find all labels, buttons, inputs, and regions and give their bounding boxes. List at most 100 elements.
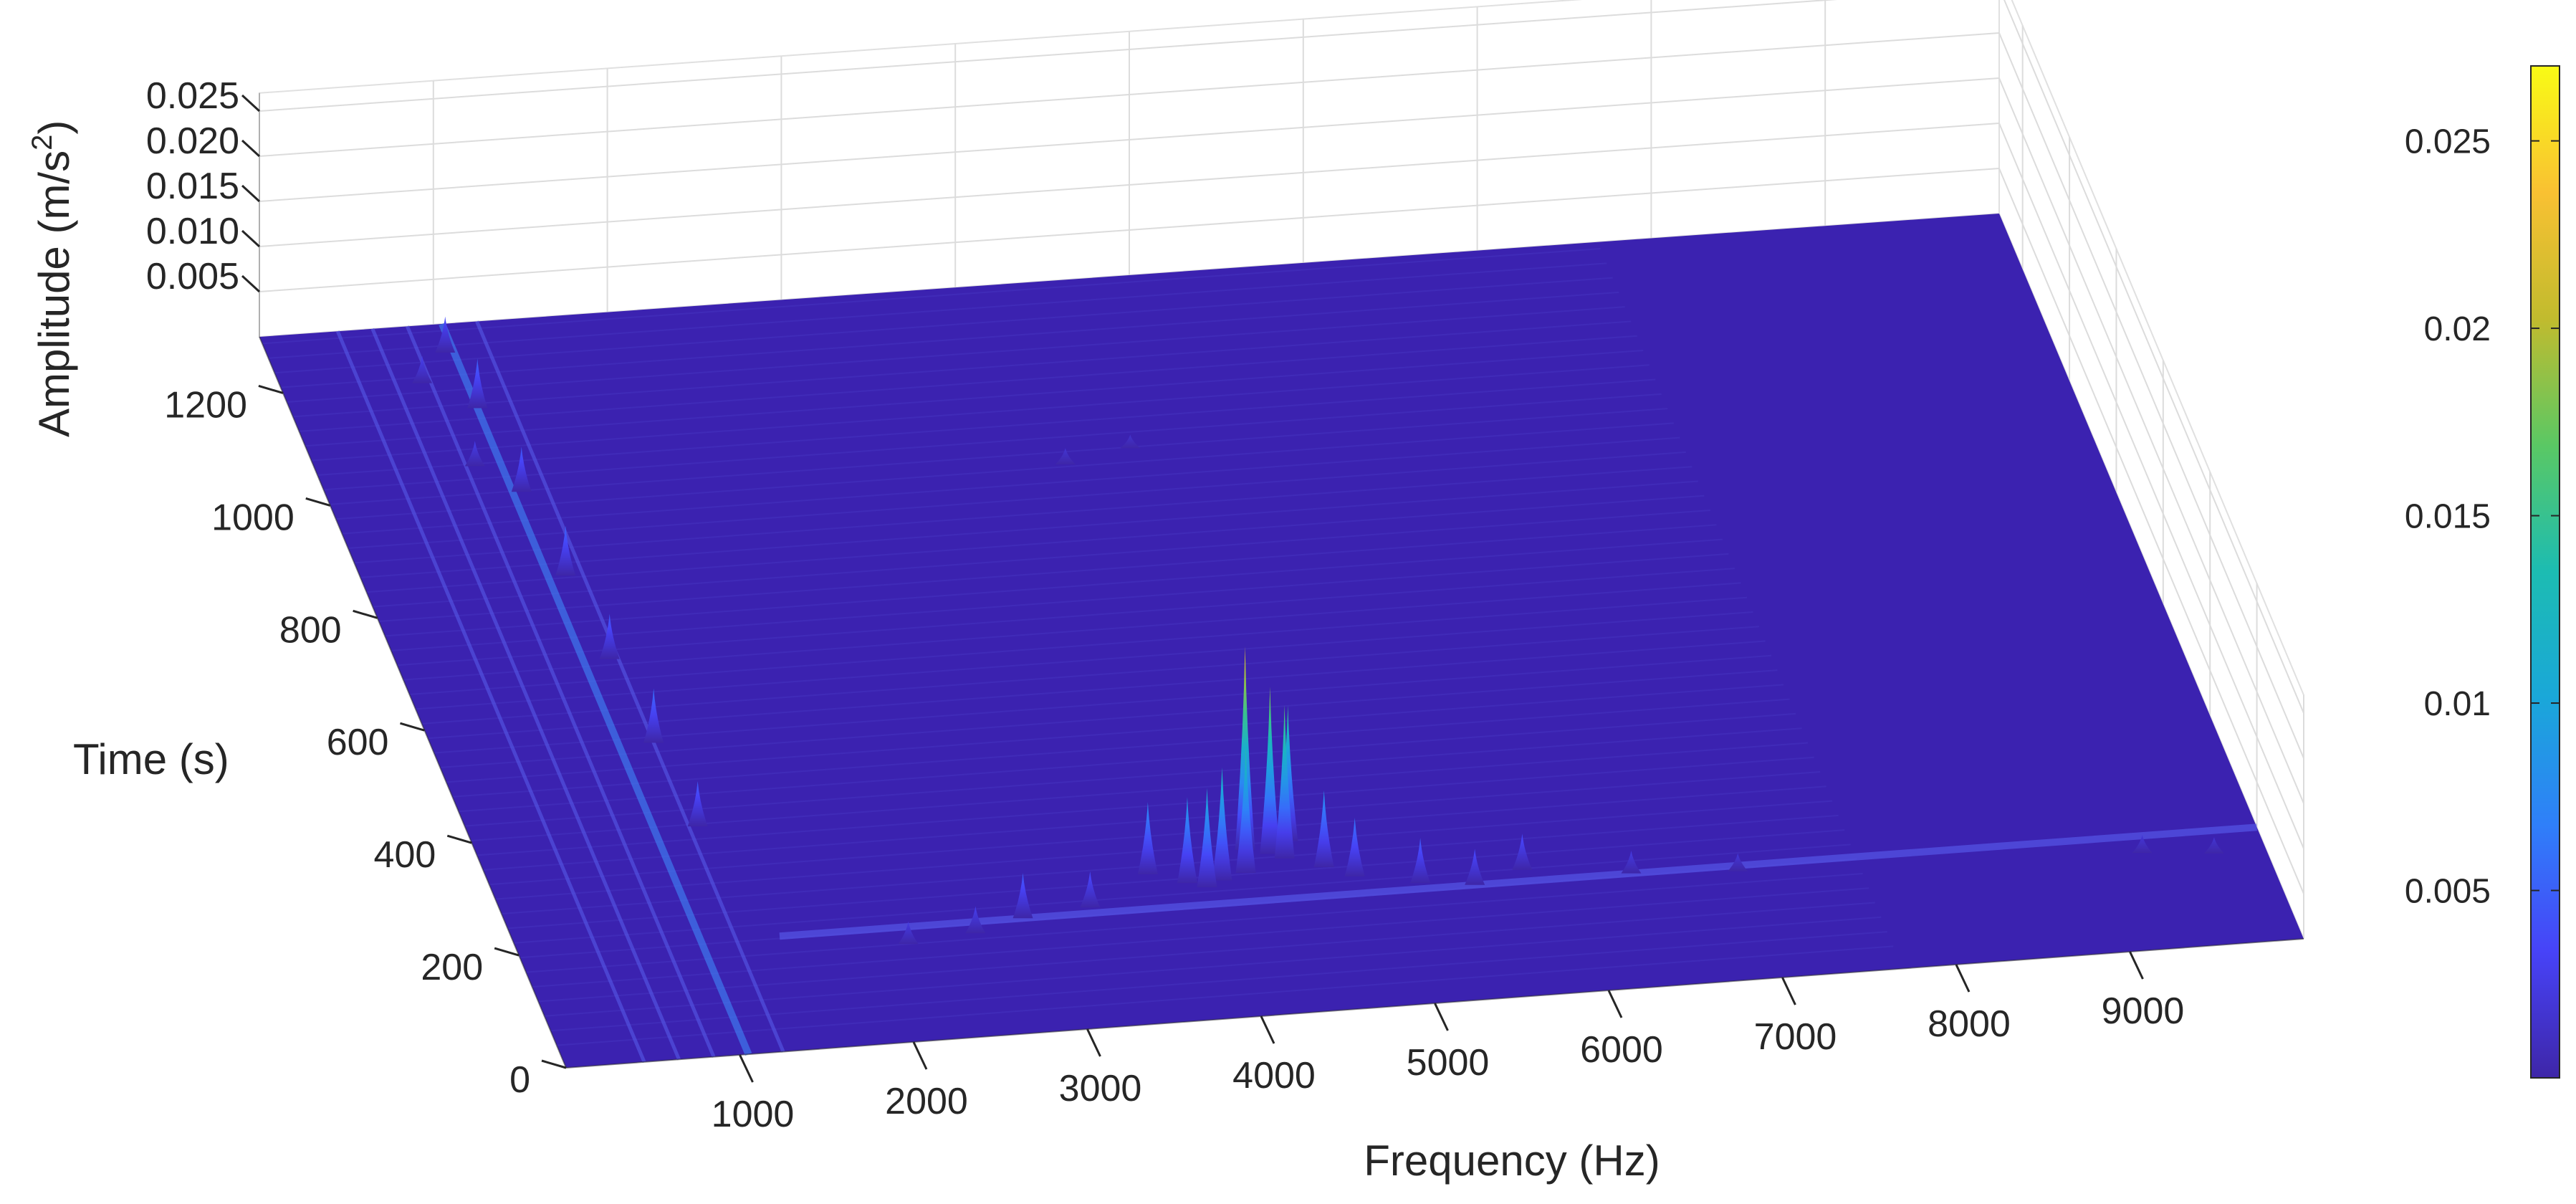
peak [1055, 448, 1076, 465]
floor-texture [495, 800, 1833, 900]
floor-texture [299, 335, 1637, 432]
peak-shape [2203, 837, 2224, 854]
peak-shape [1344, 818, 1365, 876]
x-tick-mark [739, 1054, 754, 1083]
floor-texture [556, 945, 1894, 1046]
peak-shape [1274, 704, 1295, 859]
peak [435, 316, 456, 353]
floor-surface [259, 214, 2304, 1068]
floor-texture [403, 582, 1741, 681]
colorbar-tick-label: 0.02 [2424, 310, 2491, 348]
peak [1120, 434, 1141, 449]
x-tick-label: 8000 [1928, 1003, 2011, 1045]
floor-texture [477, 756, 1814, 856]
floor-texture [525, 872, 1863, 973]
floor-texture [366, 494, 1705, 593]
peak [1274, 704, 1295, 859]
colorbar-tick-label: 0.005 [2405, 873, 2491, 911]
z-grid-back-0.005 [259, 168, 2000, 292]
floor-texture [489, 785, 1826, 886]
peak-shape [1235, 746, 1256, 873]
floor-texture [385, 538, 1723, 637]
z-grid-back-0.025 [259, 0, 1838, 112]
colorbar-tick-label: 0.025 [2405, 123, 2491, 161]
z-axis-title-base: Amplitude (m/s [30, 150, 78, 437]
y-tick-label: 600 [327, 722, 389, 763]
z-tick-mark [241, 139, 261, 158]
x-tick-mark [2129, 951, 2144, 980]
floor-texture [458, 712, 1796, 813]
y-tick-label: 400 [374, 834, 436, 876]
floor-texture [378, 524, 1717, 623]
peak-shape [898, 921, 919, 945]
peak [1344, 818, 1365, 876]
z-grid-back-0.010 [259, 123, 2000, 247]
back-walls [259, 0, 2304, 940]
peak-shape [1080, 871, 1101, 908]
peak [1313, 790, 1334, 867]
peak-shape [1512, 833, 1533, 870]
z-tick-label: 0.005 [146, 256, 239, 297]
floor-texture [372, 510, 1710, 608]
floor-texture [317, 378, 1656, 477]
peak-shape [1137, 802, 1158, 874]
x-tick-label: 2000 [885, 1081, 968, 1122]
peak-shape [1728, 853, 1748, 871]
z-grid-right-0.010 [1998, 123, 2304, 849]
peak [1080, 871, 1101, 908]
floor-texture [446, 684, 1784, 783]
colorbar-tick-label: 0.01 [2424, 685, 2491, 723]
z-grid-right-0.005 [1998, 168, 2304, 894]
floor-texture [348, 451, 1686, 550]
floor-texture [262, 248, 1601, 345]
x-tick-label: 1000 [712, 1094, 795, 1135]
z-tick-mark [241, 229, 261, 248]
floor-texture [532, 887, 1869, 988]
floor-texture [305, 349, 1644, 447]
peak [1012, 873, 1033, 919]
floor-texture [513, 844, 1851, 944]
peak-shape [1410, 838, 1431, 884]
floor-texture [538, 902, 1875, 1003]
floor-texture [342, 436, 1680, 535]
z-grid-back-0.015 [259, 77, 2000, 202]
floor-texture [550, 931, 1887, 1032]
peak [1235, 746, 1256, 873]
peak [1410, 838, 1431, 884]
y-tick-label: 1200 [164, 384, 247, 426]
frequency-axis: 1000 2000 3000 4000 5000 6000 7000 8000 9000 [565, 938, 2304, 1135]
peak [1177, 797, 1197, 884]
peak-shape [1177, 797, 1197, 884]
peak [467, 358, 488, 408]
floor-texture [330, 408, 1668, 505]
y-tick-label: 200 [421, 947, 483, 988]
peak [1235, 646, 1255, 850]
colorbar-tick-label: 0.015 [2405, 498, 2491, 536]
peak-shape [467, 358, 488, 408]
floor-texture [501, 814, 1839, 915]
peak [687, 781, 708, 827]
peak-shape [1212, 767, 1232, 881]
y-axis-title: Time (s) [73, 735, 229, 783]
z-tick-label: 0.010 [146, 211, 239, 252]
z-tick-label: 0.015 [146, 166, 239, 207]
floor-texture [440, 669, 1778, 769]
z-grid-right-0.015 [1998, 77, 2304, 804]
peak-shape [1313, 790, 1334, 867]
z-tick-mark [241, 274, 261, 293]
peak-shape [464, 441, 485, 467]
floor-texture [452, 698, 1790, 798]
x-tick-label: 5000 [1407, 1042, 1490, 1084]
floor-texture [354, 466, 1692, 564]
x-tick-label: 7000 [1754, 1016, 1837, 1058]
peak [2132, 834, 2153, 854]
z-grid-right-0.020 [1998, 32, 2304, 759]
y-tick-label: 0 [509, 1059, 530, 1101]
peak [898, 921, 919, 945]
peak-shape [511, 446, 532, 492]
y-axis-line [259, 336, 567, 1069]
x-tick-label: 6000 [1580, 1029, 1663, 1071]
floor-texture [323, 393, 1662, 491]
peak [599, 613, 620, 659]
